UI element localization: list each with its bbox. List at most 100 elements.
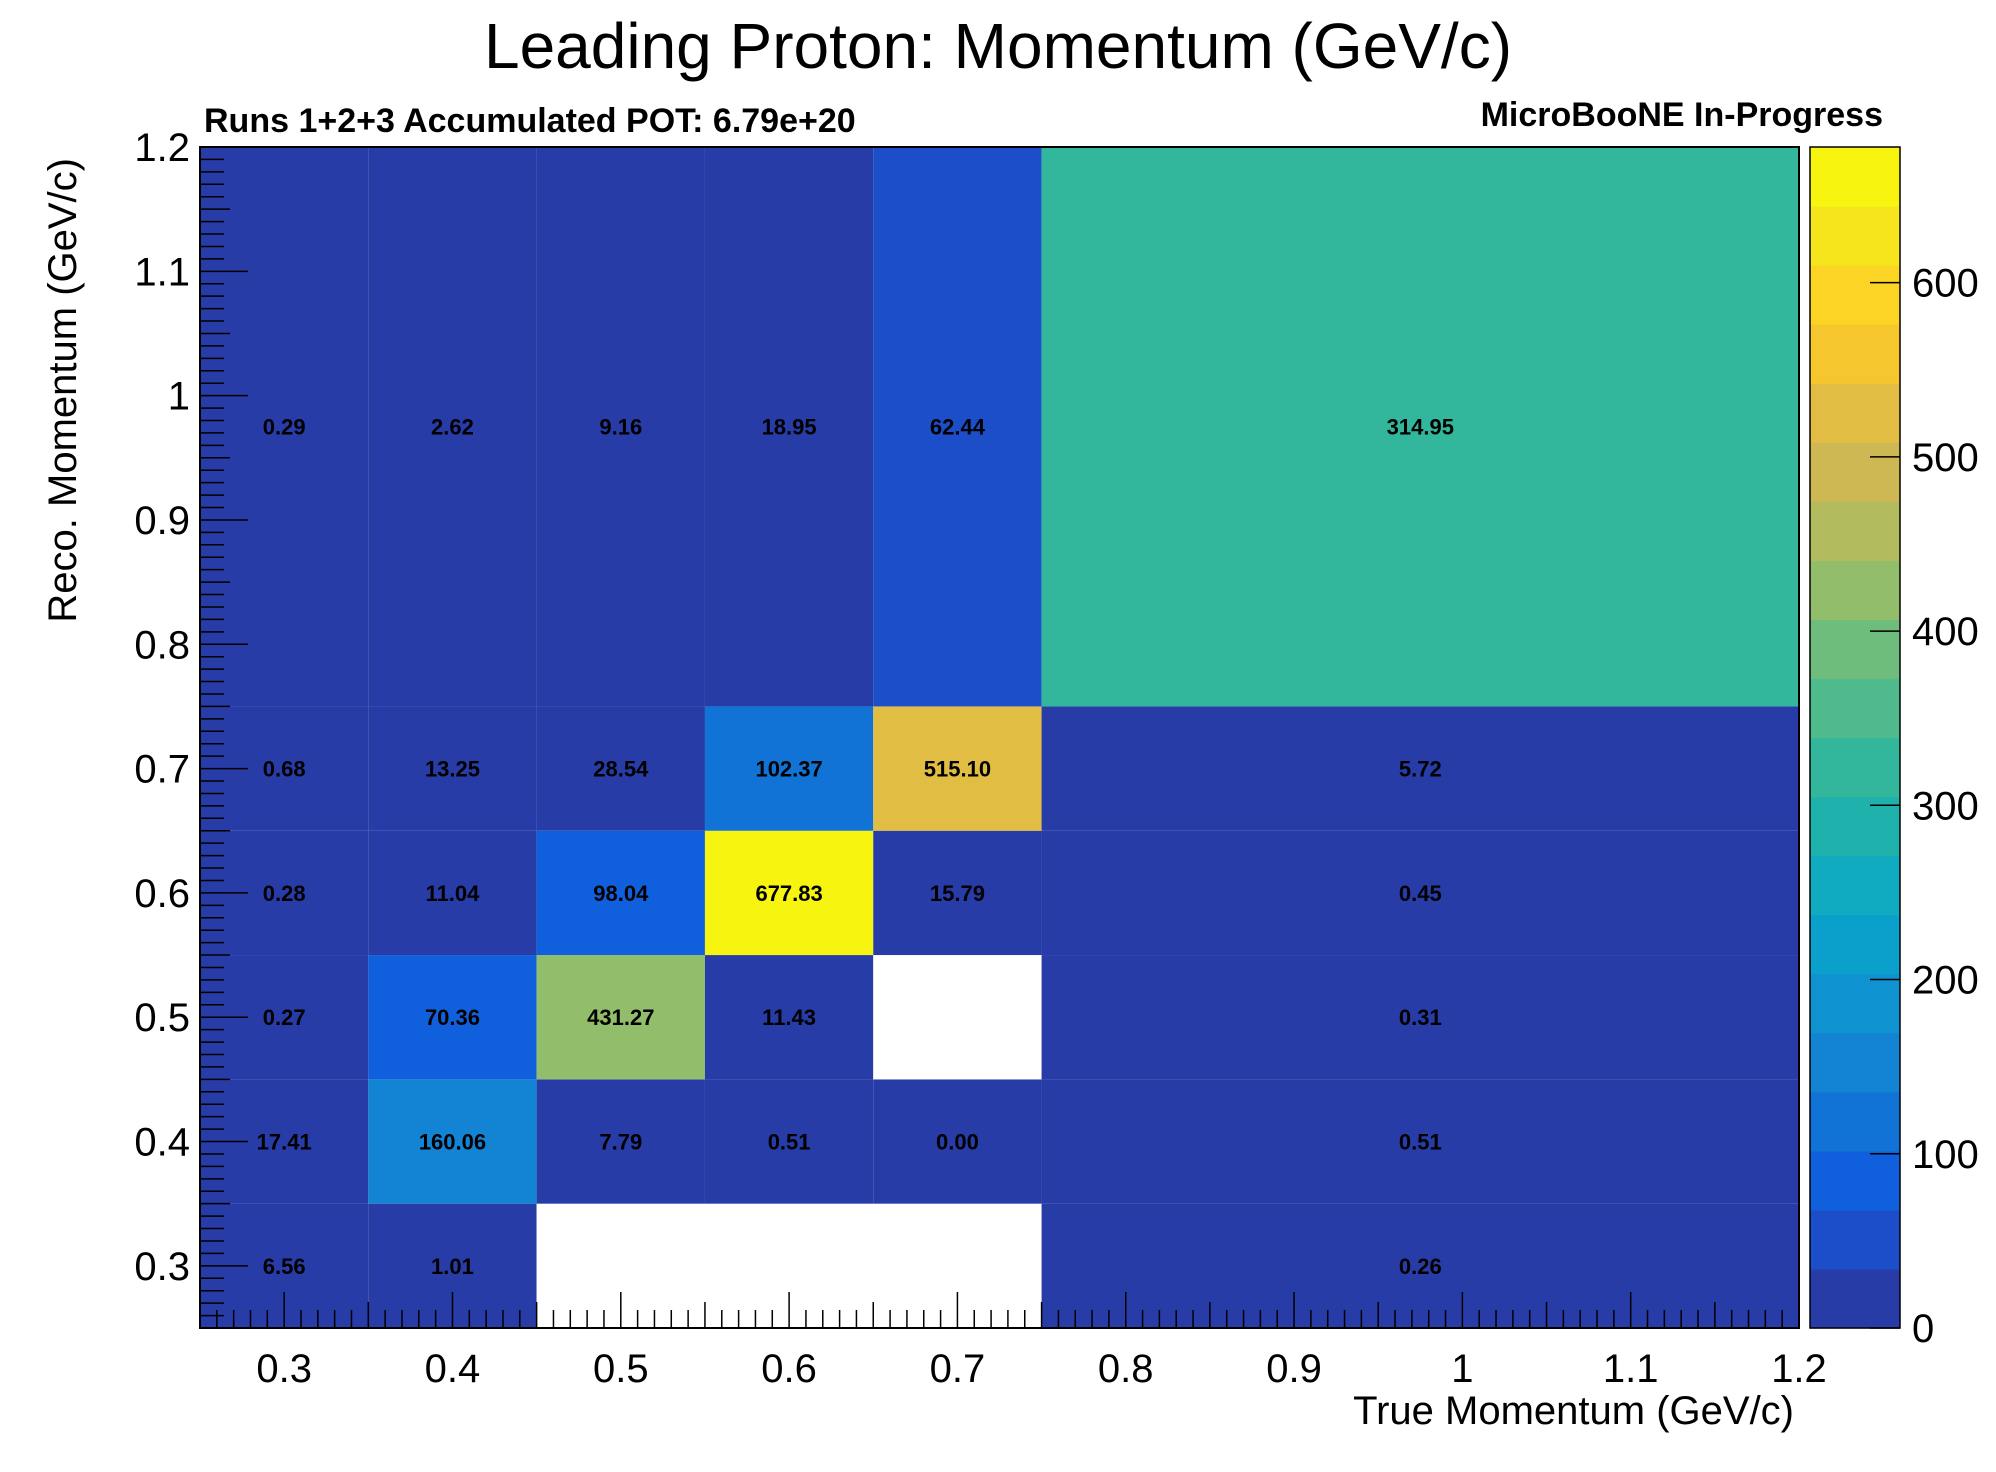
x-tick-label: 0.9	[1266, 1347, 1322, 1391]
heatmap-cell	[368, 830, 537, 956]
cell-value-label: 17.41	[257, 1130, 312, 1155]
cell-value-label: 0.51	[1399, 1130, 1442, 1155]
x-tick-label: 0.8	[1098, 1347, 1154, 1391]
y-tick-label: 0.8	[134, 623, 190, 667]
colorbar-tick-label: 0	[1912, 1307, 1934, 1351]
heatmap-cell	[200, 147, 369, 707]
heatmap-cell	[1041, 1079, 1799, 1204]
y-tick-label: 0.5	[134, 996, 190, 1040]
cell-value-label: 18.95	[762, 415, 817, 440]
cell-value-label: 1.01	[431, 1254, 474, 1279]
y-axis: 0.3 0.4 0.5 0.6 0.7 0.8 0.9 1 1.1 1.2	[134, 126, 248, 1329]
cell-value-label: 0.29	[263, 415, 306, 440]
x-tick-label: 0.7	[930, 1347, 986, 1391]
x-tick-label: 0.4	[425, 1347, 481, 1391]
x-tick-label: 1	[1451, 1347, 1473, 1391]
y-tick-label: 1.2	[134, 126, 190, 170]
heatmap-cell	[704, 1079, 874, 1204]
heatmap-cell	[704, 147, 874, 707]
colorbar-band	[1810, 560, 1900, 620]
heatmap-cell	[368, 706, 537, 831]
cell-value-label: 431.27	[587, 1005, 654, 1030]
colorbar-band	[1810, 265, 1900, 325]
heatmap-cell	[536, 147, 705, 707]
cell-value-label: 0.51	[768, 1130, 811, 1155]
heatmap-cell	[873, 955, 1042, 1080]
heatmap-cells	[200, 147, 1799, 1328]
colorbar: 0 100 200 300 400 500 600	[1809, 146, 1979, 1351]
colorbar-band	[1810, 855, 1900, 916]
colorbar-band	[1810, 1268, 1900, 1329]
heatmap-cell	[873, 706, 1042, 831]
cell-value-label: 102.37	[755, 757, 822, 782]
x-axis-label: True Momentum (GeV/c)	[1353, 1389, 1794, 1433]
y-tick-label: 0.7	[134, 748, 190, 792]
cell-value-label: 28.54	[593, 757, 649, 782]
cell-value-label: 5.72	[1399, 757, 1442, 782]
colorbar-band	[1810, 324, 1900, 384]
colorbar-band	[1810, 147, 1900, 207]
y-tick-label: 0.9	[134, 499, 190, 543]
y-tick-label: 1	[168, 375, 190, 419]
colorbar-tick-label: 500	[1912, 436, 1979, 480]
colorbar-band	[1810, 619, 1900, 680]
heatmap-cell	[704, 706, 874, 831]
colorbar-band	[1810, 442, 1900, 502]
cell-value-label: 0.68	[263, 757, 306, 782]
colorbar-band	[1810, 914, 1900, 975]
colorbar-frame	[1809, 146, 1901, 1329]
cell-value-label: 0.27	[263, 1005, 306, 1030]
heatmap-cell	[873, 147, 1042, 707]
heatmap-cell	[536, 1079, 705, 1204]
heatmap-cell	[1041, 147, 1799, 707]
chart-title: Leading Proton: Momentum (GeV/c)	[484, 10, 1512, 82]
cell-value-label: 160.06	[419, 1130, 486, 1155]
colorbar-band	[1810, 678, 1900, 739]
cell-value-label: 677.83	[755, 881, 822, 906]
cell-value-label: 0.31	[1399, 1005, 1442, 1030]
colorbar-band	[1810, 1209, 1900, 1270]
cell-value-label: 0.45	[1399, 881, 1442, 906]
x-tick-label: 1.2	[1771, 1347, 1827, 1391]
cell-value-label: 62.44	[930, 415, 986, 440]
heatmap-cell	[704, 830, 874, 956]
cell-value-label: 2.62	[431, 415, 474, 440]
cell-value-label: 0.26	[1399, 1254, 1442, 1279]
heatmap-cell	[368, 147, 537, 707]
heatmap-cell-labels: 6.56 1.01 0.26 17.41 160.06 7.79 0.51 0.00 0.51 0…	[257, 415, 1454, 1279]
chart-subtitle-runs: Runs 1+2+3 Accumulated POT: 6.79e+20	[204, 102, 856, 140]
colorbar-band	[1810, 973, 1900, 1034]
colorbar-tick-label: 200	[1912, 959, 1979, 1003]
heatmap-cell	[873, 830, 1042, 956]
colorbar-tick-label: 400	[1912, 610, 1979, 654]
colorbar-band	[1810, 737, 1900, 798]
colorbar-band	[1810, 1032, 1900, 1093]
colorbar-band	[1810, 1150, 1900, 1211]
heatmap-cell	[1041, 830, 1799, 956]
y-tick-label: 0.4	[134, 1121, 190, 1165]
colorbar-band	[1810, 796, 1900, 857]
heatmap-cell	[1041, 955, 1799, 1080]
x-axis: 0.3 0.4 0.5 0.6 0.7 0.8 0.9 1 1.1 1.2	[199, 1292, 1827, 1391]
colorbar-tick-label: 300	[1912, 784, 1979, 828]
colorbar-band	[1810, 1091, 1900, 1152]
heatmap-cell	[1041, 1203, 1799, 1328]
y-tick-label: 0.6	[134, 872, 190, 916]
cell-value-label: 98.04	[593, 881, 649, 906]
y-axis-label: Reco. Momentum (GeV/c)	[41, 158, 85, 623]
cell-value-label: 70.36	[425, 1005, 480, 1030]
heatmap-cell	[704, 955, 874, 1080]
cell-value-label: 13.25	[425, 757, 480, 782]
cell-value-label: 11.43	[762, 1005, 816, 1030]
colorbar-band	[1810, 501, 1900, 561]
heatmap-cell	[1041, 706, 1799, 831]
heatmap-cell	[368, 1079, 537, 1204]
y-tick-label: 0.3	[134, 1245, 190, 1289]
x-tick-label: 1.1	[1603, 1347, 1659, 1391]
cell-value-label: 9.16	[599, 415, 642, 440]
x-tick-label: 0.3	[256, 1347, 312, 1391]
chart-subtitle-experiment: MicroBooNE In-Progress	[1481, 96, 1883, 134]
cell-value-label: 6.56	[263, 1254, 306, 1279]
heatmap-cell	[536, 706, 705, 831]
cell-value-label: 11.04	[426, 881, 481, 906]
